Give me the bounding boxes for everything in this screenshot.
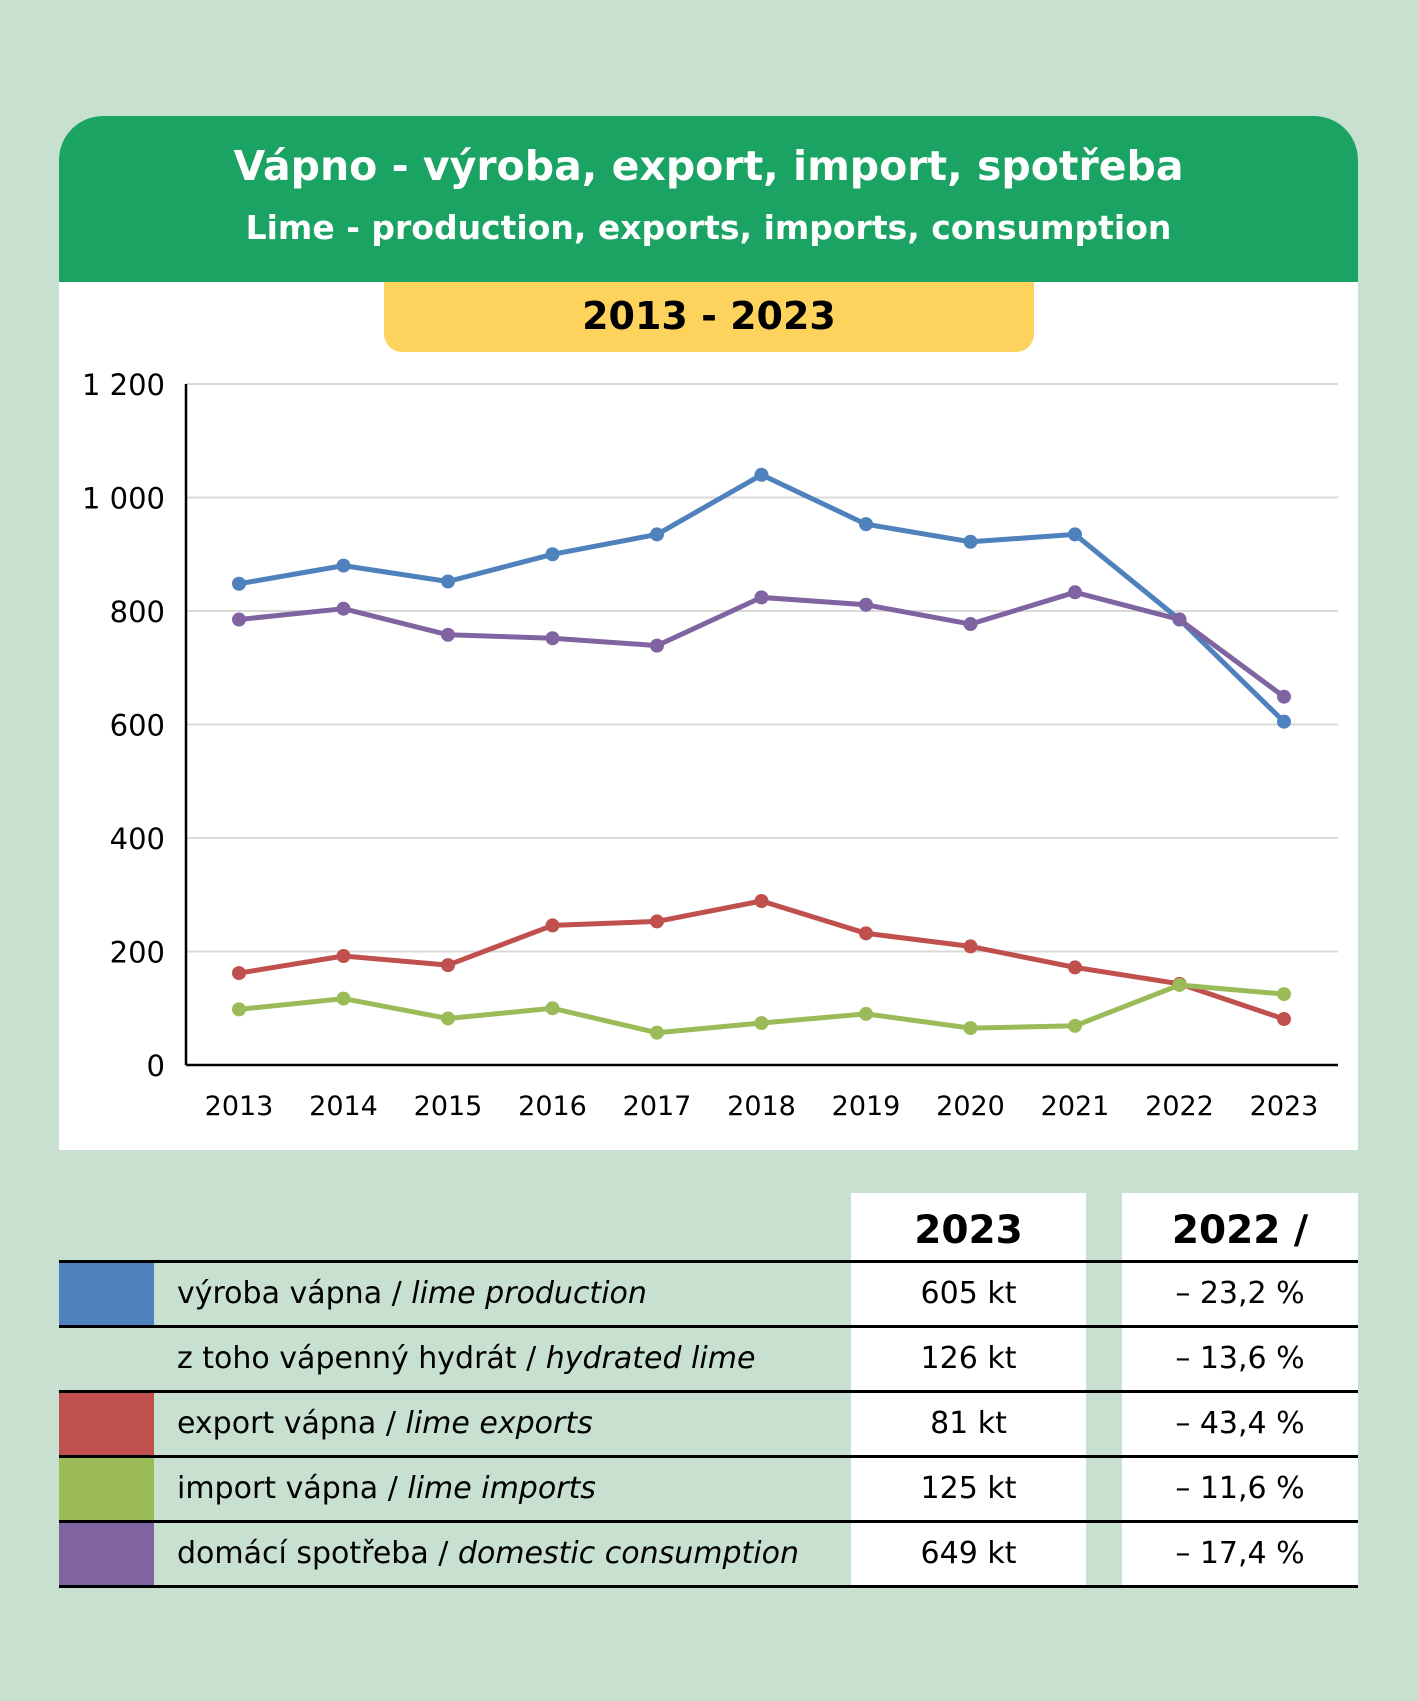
series-exports-point: [754, 893, 769, 908]
y-tick-label: 200: [110, 936, 165, 970]
row-value: 81 kt: [851, 1393, 1086, 1455]
row-change: – 11,6 %: [1122, 1458, 1358, 1520]
chart-title-en: Lime - production, exports, imports, con…: [245, 208, 1172, 247]
series-consumption-line: [236, 589, 1287, 700]
series-consumption-point: [336, 601, 351, 616]
table-row-hydrated-lime: z toho vápenný hydrát / hydrated lime 12…: [59, 1325, 1358, 1390]
table-header-2023: 2023: [851, 1193, 1086, 1260]
series-imports-point: [441, 1011, 455, 1026]
row-value: 605 kt: [851, 1263, 1086, 1325]
row-value: 126 kt: [851, 1328, 1086, 1390]
line-chart: 0 200 400 600 800 1 000 1 200 2013 2014 2015 2016 2…: [82, 368, 1338, 1122]
x-tick-label: 2023: [1250, 1091, 1319, 1122]
series-production-point: [754, 467, 769, 482]
series-consumption-point: [650, 638, 664, 653]
period-badge: 2013 - 2023: [384, 282, 1034, 352]
x-tick-label: 2022: [1145, 1091, 1214, 1122]
legend-swatch-hydrated-lime: [59, 1328, 154, 1390]
y-tick-label: 1 000: [82, 482, 165, 516]
row-change: – 17,4 %: [1122, 1523, 1358, 1585]
series-production-point: [441, 574, 455, 589]
series-exports-point: [650, 914, 664, 929]
series-production-point: [963, 534, 978, 549]
series-production-point: [859, 517, 873, 532]
series-consumption-point: [1277, 689, 1291, 704]
row-value: 649 kt: [851, 1523, 1086, 1585]
series-consumption-point: [441, 627, 455, 642]
chart-header: Vápno - výroba, export, import, spotřeba…: [59, 116, 1358, 282]
series-consumption-point: [1068, 585, 1082, 600]
x-tick-label: 2015: [414, 1091, 483, 1122]
chart-title-cz: Vápno - výroba, export, import, spotřeba: [233, 142, 1184, 190]
series-imports-point: [232, 1002, 246, 1017]
legend-swatch-consumption: [59, 1523, 154, 1585]
series-exports-point: [441, 958, 455, 973]
y-tick-label: 600: [110, 709, 165, 743]
series-production-point: [232, 576, 246, 591]
series-imports-point: [1172, 977, 1187, 992]
row-label: z toho vápenný hydrát / hydrated lime: [177, 1341, 756, 1376]
x-tick-label: 2018: [727, 1091, 796, 1122]
legend-swatch-production: [59, 1263, 154, 1325]
row-change: – 13,6 %: [1122, 1328, 1358, 1390]
series-production-point: [650, 527, 664, 542]
y-tick-label: 0: [147, 1049, 165, 1083]
y-tick-label: 800: [110, 595, 165, 629]
series-exports-point: [859, 926, 873, 941]
series-exports-point: [232, 966, 246, 981]
series-imports-point: [1277, 987, 1291, 1002]
series-consumption-point: [545, 631, 560, 646]
series-exports-point: [963, 939, 978, 954]
legend-swatch-imports: [59, 1458, 154, 1520]
series-consumption-point: [1172, 612, 1187, 627]
series-exports-point: [336, 949, 351, 964]
table-row-production: výroba vápna / lime production 605 kt – …: [59, 1260, 1358, 1325]
series-imports-point: [545, 1001, 560, 1016]
row-label: export vápna / lime exports: [177, 1406, 593, 1441]
series-exports-point: [1068, 960, 1082, 975]
x-tick-label: 2013: [205, 1091, 274, 1122]
x-tick-label: 2014: [309, 1091, 378, 1122]
table-row-imports: import vápna / lime imports 125 kt – 11,…: [59, 1455, 1358, 1520]
y-tick-label: 1 200: [82, 368, 165, 402]
table-row-consumption: domácí spotřeba / domestic consumption 6…: [59, 1520, 1358, 1588]
table-row-exports: export vápna / lime exports 81 kt – 43,4…: [59, 1390, 1358, 1455]
series-production-point: [336, 558, 351, 573]
series-imports-point: [754, 1016, 769, 1031]
series-consumption-point: [754, 590, 769, 605]
y-tick-label: 400: [110, 822, 165, 856]
row-label: domácí spotřeba / domestic consumption: [177, 1536, 799, 1571]
row-value: 125 kt: [851, 1458, 1086, 1520]
series-consumption-point: [963, 617, 978, 632]
series-exports-line: [236, 898, 1287, 1022]
series-imports-point: [1068, 1018, 1082, 1033]
x-tick-label: 2020: [936, 1091, 1005, 1122]
x-tick-label: 2017: [623, 1091, 692, 1122]
row-label: import vápna / lime imports: [177, 1471, 596, 1506]
legend-swatch-exports: [59, 1393, 154, 1455]
series-production-point: [1068, 527, 1082, 542]
table-header-change: 2022 / 2023: [1122, 1193, 1358, 1329]
series-imports-point: [963, 1021, 978, 1036]
series-consumption-point: [859, 597, 873, 612]
series-production-point: [1277, 714, 1291, 729]
series-production-point: [545, 547, 560, 562]
series-consumption-point: [232, 612, 246, 627]
row-change: – 43,4 %: [1122, 1393, 1358, 1455]
x-tick-label: 2016: [518, 1091, 587, 1122]
x-tick-label: 2021: [1041, 1091, 1110, 1122]
series-imports-point: [336, 991, 351, 1006]
series-imports-point: [650, 1025, 664, 1040]
series-exports-point: [545, 918, 560, 933]
x-tick-label: 2019: [832, 1091, 901, 1122]
row-change: – 23,2 %: [1122, 1263, 1358, 1325]
row-label: výroba vápna / lime production: [177, 1276, 647, 1311]
series-exports-point: [1277, 1012, 1291, 1027]
series-imports-point: [859, 1006, 873, 1021]
chart-card: Vápno - výroba, export, import, spotřeba…: [59, 116, 1358, 1150]
